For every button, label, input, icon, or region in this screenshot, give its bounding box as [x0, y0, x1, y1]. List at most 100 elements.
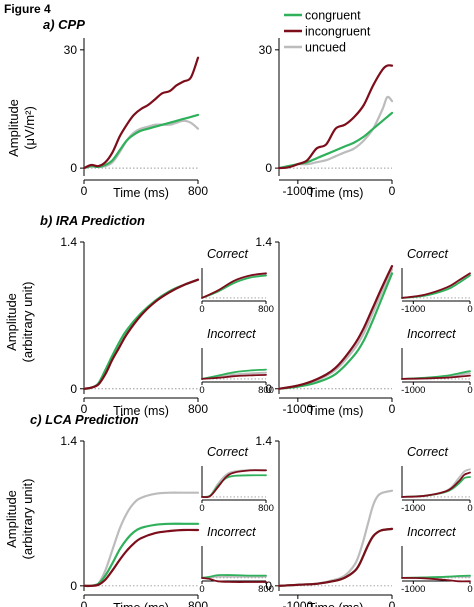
inset-label: Incorrect: [407, 327, 456, 341]
y-tick-label: 0: [265, 161, 272, 175]
series-line-congruent: [82, 113, 200, 170]
x-tick-label: 800: [258, 385, 274, 396]
x-axis-label: Time (ms): [308, 601, 364, 607]
series-line-uncued: [401, 273, 471, 299]
inset-label: Incorrect: [207, 327, 256, 341]
panel-ira-resp: -1000 0 0 1.4 Time (ms): [255, 235, 395, 418]
y-tick-label: 0: [265, 579, 272, 593]
series-line-incongruent: [82, 528, 200, 587]
x-tick-label: 800: [258, 503, 274, 514]
series-line-incongruent: [401, 272, 471, 299]
y-tick-label: 0: [265, 382, 272, 396]
panel-lca-resp-incorrect: -1000 0 Incorrect: [401, 525, 473, 595]
x-tick-label: 0: [81, 599, 88, 607]
inset-label: Correct: [407, 445, 449, 459]
x-tick-label: -1000: [282, 184, 313, 198]
panel-ira-resp-correct: -1000 0 Correct: [401, 247, 473, 315]
legend-label-uncued: uncued: [305, 41, 346, 55]
panel-lca-resp: -1000 0 0 1.4 Time (ms): [255, 434, 395, 607]
series-line-uncued: [277, 95, 394, 170]
series-line-uncued: [82, 278, 200, 390]
x-tick-label: 800: [258, 584, 274, 595]
x-tick-label: -1000: [282, 599, 313, 607]
x-tick-label: 0: [199, 503, 204, 514]
x-tick-label: -1000: [401, 503, 425, 514]
series-line-uncued: [277, 268, 394, 390]
panel-lca-stim: 0 800 0 1.4 Time (ms): [60, 434, 208, 607]
cpp-ylabel-units: (μV/m²): [22, 106, 37, 150]
ira-ylabel-units: (arbitrary unit): [20, 282, 35, 363]
inset-label: Incorrect: [207, 525, 256, 539]
ira-ylabel: Amplitude: [4, 293, 19, 351]
x-axis-label: Time (ms): [308, 404, 364, 418]
panel-label-lca: c) LCA Prediction: [30, 412, 139, 427]
series-line-incongruent: [401, 577, 471, 583]
x-tick-label: 800: [188, 184, 208, 198]
series-line-incongruent: [401, 471, 471, 498]
series-line-congruent: [277, 111, 394, 170]
series-line-incongruent: [82, 278, 200, 390]
x-tick-label: 0: [467, 385, 472, 396]
panel-ira-stim-correct: 0 800 Correct: [199, 247, 274, 315]
lca-ylabel-units: (arbitrary unit): [20, 479, 35, 560]
x-tick-label: 0: [467, 584, 472, 595]
series-line-congruent: [277, 527, 394, 587]
x-tick-label: 0: [467, 503, 472, 514]
x-axis-label: Time (ms): [113, 186, 169, 200]
x-tick-label: -1000: [401, 304, 425, 315]
y-tick-label: 1.4: [60, 434, 77, 448]
x-tick-label: 0: [199, 304, 204, 315]
panel-lca-stim-incorrect: 0 800 Incorrect: [199, 525, 274, 595]
inset-label: Incorrect: [407, 525, 456, 539]
series-line-uncued: [82, 119, 200, 170]
x-tick-label: 0: [81, 402, 88, 416]
cpp-ylabel: Amplitude: [6, 99, 21, 157]
lca-ylabel: Amplitude: [4, 490, 19, 548]
panel-cpp-stim: 0 800 0 30 Time (ms): [64, 38, 208, 200]
y-tick-label: 1.4: [255, 235, 272, 249]
panel-ira-resp-incorrect: -1000 0 Incorrect: [401, 327, 473, 396]
series-line-incongruent: [201, 469, 267, 499]
legend-label-congruent: congruent: [305, 9, 361, 23]
x-tick-label: 0: [199, 385, 204, 396]
x-axis-label: Time (ms): [113, 601, 169, 607]
y-tick-label: 0: [70, 579, 77, 593]
y-tick-label: 30: [259, 43, 273, 57]
panel-ira-stim: 0 800 0 1.4 Time (ms): [60, 235, 208, 418]
panel-lca-stim-correct: 0 800 Correct: [199, 445, 274, 514]
panel-lca-resp-correct: -1000 0 Correct: [401, 445, 473, 514]
x-tick-label: 0: [81, 184, 88, 198]
series-line-incongruent: [201, 374, 267, 380]
y-tick-label: 0: [70, 382, 77, 396]
x-axis-label: Time (ms): [113, 404, 169, 418]
panel-label-cpp: a) CPP: [43, 17, 85, 32]
series-line-incongruent: [82, 56, 200, 170]
y-tick-label: 1.4: [255, 434, 272, 448]
series-line-congruent: [277, 272, 394, 390]
y-tick-label: 30: [64, 43, 78, 57]
y-tick-label: 1.4: [60, 235, 77, 249]
x-axis-label: Time (ms): [308, 186, 364, 200]
y-tick-label: 0: [70, 161, 77, 175]
series-line-uncued: [277, 489, 394, 587]
series-line-incongruent: [277, 64, 394, 170]
x-tick-label: 0: [389, 402, 396, 416]
x-tick-label: -1000: [282, 402, 313, 416]
series-line-incongruent: [201, 272, 267, 299]
series-line-incongruent: [201, 577, 267, 583]
series-line-congruent: [82, 278, 200, 390]
series-line-incongruent: [277, 265, 394, 390]
inset-label: Correct: [207, 247, 249, 261]
legend: congruent incongruent uncued: [284, 9, 371, 55]
panel-label-ira: b) IRA Prediction: [40, 213, 145, 228]
x-tick-label: -1000: [401, 584, 425, 595]
x-tick-label: 800: [188, 599, 208, 607]
inset-label: Correct: [207, 445, 249, 459]
series-line-incongruent: [277, 527, 394, 587]
x-tick-label: 800: [188, 402, 208, 416]
legend-label-incongruent: incongruent: [305, 25, 371, 39]
series-line-congruent: [201, 368, 267, 380]
x-tick-label: 0: [389, 184, 396, 198]
